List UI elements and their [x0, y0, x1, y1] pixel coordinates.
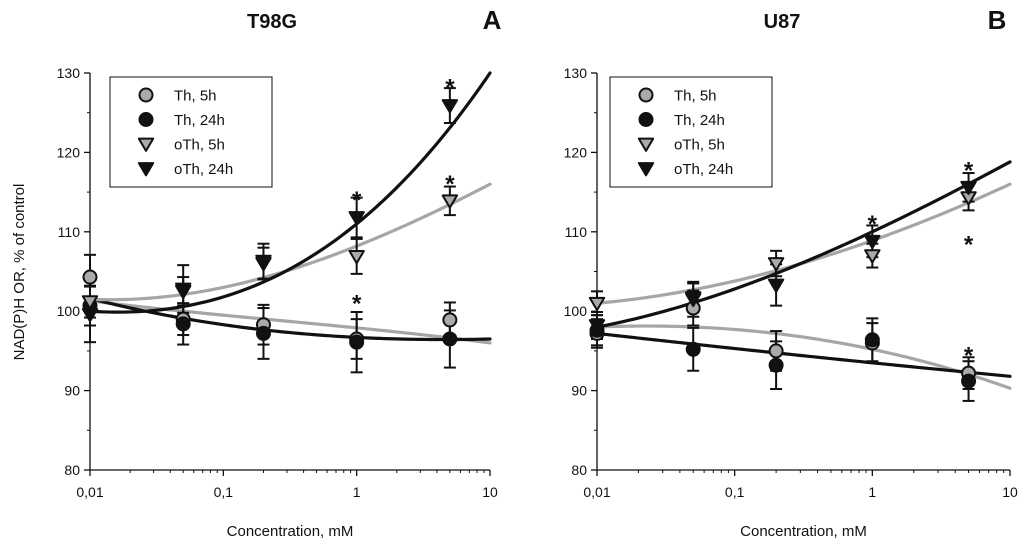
significance-star: *	[964, 232, 974, 259]
y-tick-label: 120	[564, 144, 588, 160]
y-tick-label: 100	[57, 303, 81, 319]
fit-line	[88, 71, 492, 314]
data-point	[588, 319, 606, 334]
data-point	[685, 341, 701, 357]
significance-star: *	[964, 158, 974, 185]
x-tick-label: 10	[1002, 484, 1018, 500]
legend-label: oTh, 24h	[674, 161, 733, 178]
data-point	[768, 357, 784, 373]
y-tick-label: 80	[571, 462, 587, 478]
y-tick-label: 130	[564, 65, 588, 81]
legend-label: oTh, 5h	[174, 137, 225, 154]
panel-title: U87	[764, 11, 801, 33]
data-point	[255, 254, 272, 270]
legend-label: Th, 24h	[174, 112, 225, 129]
legend-label: Th, 5h	[674, 88, 717, 105]
significance-star: *	[964, 343, 974, 370]
legend-box	[109, 76, 273, 188]
x-tick-label: 0,01	[76, 484, 103, 500]
y-tick-label: 130	[57, 65, 81, 81]
x-tick-label: 1	[868, 484, 876, 500]
data-point	[864, 332, 880, 348]
data-point	[255, 325, 271, 341]
fit-line	[595, 324, 1012, 390]
x-tick-label: 0,1	[214, 484, 234, 500]
data-point	[960, 180, 977, 196]
x-axis-label: Concentration, mM	[227, 523, 354, 540]
y-tick-label: 90	[64, 383, 80, 399]
fit-line	[88, 299, 492, 345]
y-tick-label: 120	[57, 144, 81, 160]
x-tick-label: 0,1	[725, 484, 745, 500]
legend-marker	[137, 137, 155, 152]
fit-line	[595, 160, 1012, 329]
x-axis-label: Concentration, mM	[740, 523, 867, 540]
x-tick-label: 1	[353, 484, 361, 500]
data-point	[175, 316, 191, 332]
significance-star: *	[868, 211, 878, 238]
y-tick-label: 110	[58, 224, 81, 240]
legend-label: Th, 24h	[674, 112, 725, 129]
significance-star: *	[352, 187, 362, 214]
data-point	[442, 312, 458, 328]
legend-box	[609, 76, 773, 188]
legend: Th, 5h Th, 24h oTh, 5h oTh, 24h	[609, 76, 773, 188]
y-tick-label: 90	[571, 383, 587, 399]
data-point	[768, 343, 784, 359]
data-point	[864, 249, 881, 264]
data-point	[441, 99, 459, 114]
legend-marker	[638, 87, 654, 103]
legend-label: oTh, 24h	[174, 161, 233, 178]
data-point	[82, 269, 98, 285]
data-point	[767, 278, 785, 293]
data-point	[174, 282, 192, 297]
significance-star: *	[352, 290, 362, 317]
fit-line	[88, 182, 492, 302]
data-point	[961, 373, 977, 389]
legend-marker	[638, 112, 654, 127]
data-point	[864, 234, 881, 250]
data-point	[767, 257, 785, 272]
panel-title: T98G	[247, 11, 297, 33]
panel-letter: B	[988, 5, 1007, 35]
y-tick-label: 100	[564, 303, 588, 319]
data-point	[81, 307, 99, 323]
significance-star: *	[445, 171, 455, 198]
legend-marker	[637, 137, 655, 152]
panel-letter: A	[483, 5, 502, 35]
data-point	[348, 250, 365, 265]
x-tick-label: 10	[482, 484, 498, 500]
legend-marker	[137, 162, 155, 177]
legend-label: oTh, 5h	[674, 137, 725, 154]
x-tick-label: 0,01	[583, 484, 610, 500]
data-point	[81, 295, 99, 310]
y-tick-label: 110	[565, 224, 588, 240]
data-point	[685, 292, 702, 308]
data-point	[349, 334, 365, 350]
legend-marker	[138, 112, 154, 127]
fit-line	[595, 331, 1012, 378]
data-point	[588, 296, 606, 312]
legend-label: Th, 5h	[174, 88, 217, 105]
data-point	[441, 194, 459, 209]
significance-star: *	[445, 74, 455, 101]
fit-line	[595, 182, 1012, 305]
legend: Th, 5h Th, 24h oTh, 5h oTh, 24h	[109, 76, 273, 188]
legend-marker	[138, 87, 154, 103]
data-point	[348, 211, 365, 226]
fit-line	[88, 296, 492, 342]
y-axis-label: NAD(P)H OR, % of control	[11, 184, 28, 361]
y-tick-label: 80	[64, 462, 80, 478]
legend-marker	[637, 162, 655, 177]
data-point	[442, 331, 458, 347]
